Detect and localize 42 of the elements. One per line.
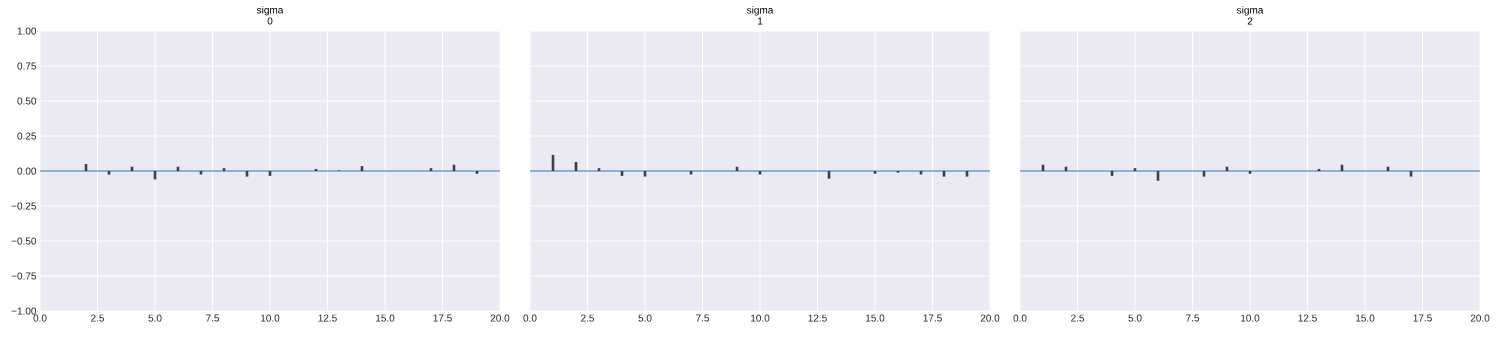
y-tick-label: −0.50 [11,237,37,245]
x-tick-label: 20.0 [1470,314,1490,322]
x-tick-label: 7.5 [206,314,220,322]
x-tick-label: 17.5 [433,314,452,322]
x-tick-label: 10.0 [261,314,280,322]
chart-title: sigma [256,6,284,16]
x-tick-label: 10.0 [751,314,770,322]
chart-title: sigma [746,6,774,16]
x-tick-label: 12.5 [1298,314,1317,322]
y-tick-label: −0.25 [11,202,37,210]
x-tick-label: 12.5 [808,314,827,322]
chart-subtitle: 0 [267,17,273,25]
x-tick-label: 2.5 [1071,314,1085,322]
x-tick-label: 17.5 [923,314,942,322]
x-tick-label: 20.0 [980,314,1000,322]
y-tick-label: −1.00 [11,307,37,315]
x-tick-label: 0.0 [523,314,537,322]
x-tick-label: 2.5 [91,314,105,322]
x-tick-label: 5.0 [638,314,652,322]
x-tick-label: 10.0 [1241,314,1260,322]
x-tick-label: 15.0 [866,314,885,322]
x-tick-label: 15.0 [1356,314,1375,322]
y-tick-label: 0.50 [17,97,37,105]
x-tick-label: 17.5 [1413,314,1432,322]
x-tick-label: 20.0 [490,314,510,322]
y-tick-label: 0.00 [17,167,37,175]
chart-title: sigma [1236,6,1264,16]
x-tick-label: 7.5 [696,314,710,322]
x-tick-label: 5.0 [1128,314,1142,322]
y-tick-label: 1.00 [17,27,37,35]
x-tick-label: 0.0 [33,314,47,322]
y-tick-label: 0.25 [17,132,37,140]
y-tick-label: 0.75 [17,62,37,70]
x-tick-label: 5.0 [148,314,162,322]
x-tick-label: 15.0 [376,314,395,322]
x-tick-label: 12.5 [318,314,337,322]
x-tick-label: 2.5 [581,314,595,322]
x-tick-label: 0.0 [1013,314,1027,322]
chart-subtitle: 1 [757,17,763,25]
chart-subtitle: 2 [1247,17,1253,25]
y-tick-label: −0.75 [11,272,37,280]
x-tick-label: 7.5 [1186,314,1200,322]
